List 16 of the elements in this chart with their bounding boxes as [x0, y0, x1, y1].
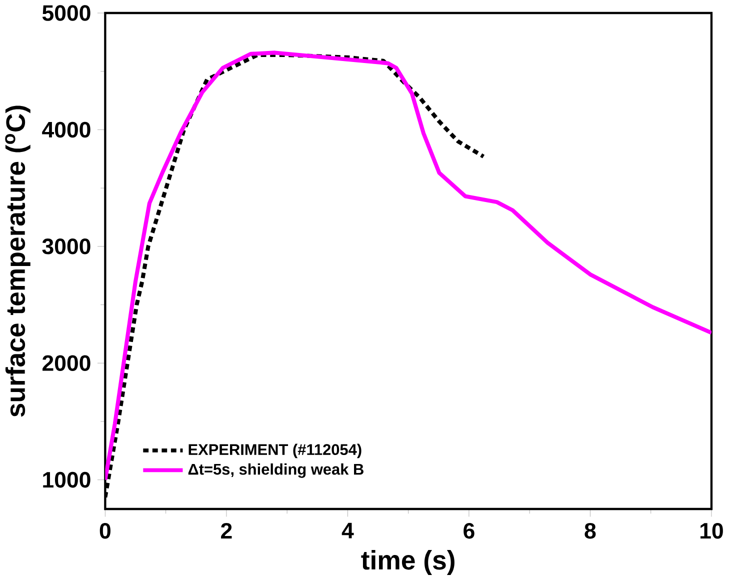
x-tick-label: 4	[342, 522, 354, 538]
y-axis-title: surface temperature ($^{o}$C)	[5, 106, 30, 417]
x-tick-label: 0	[100, 522, 110, 539]
y-tick-label: 2000	[42, 355, 90, 371]
y-tick-label: 4000	[42, 122, 90, 138]
x-tick-label: 10	[700, 522, 723, 539]
legend-label: Δt=5s, shielding weak B	[188, 463, 364, 478]
x-axis-title: time (s)	[361, 550, 454, 575]
y-tick-label: 5000	[42, 5, 90, 21]
x-tick-label: 2	[221, 522, 232, 538]
x-tick-label: 8	[584, 522, 596, 539]
y-tick-label: 3000	[42, 238, 90, 254]
legend-label: EXPERIMENT (#112054)	[188, 444, 362, 458]
y-tick-label: 1000	[43, 472, 90, 488]
line-series	[105, 50, 712, 482]
x-tick-label: 6	[464, 522, 474, 539]
